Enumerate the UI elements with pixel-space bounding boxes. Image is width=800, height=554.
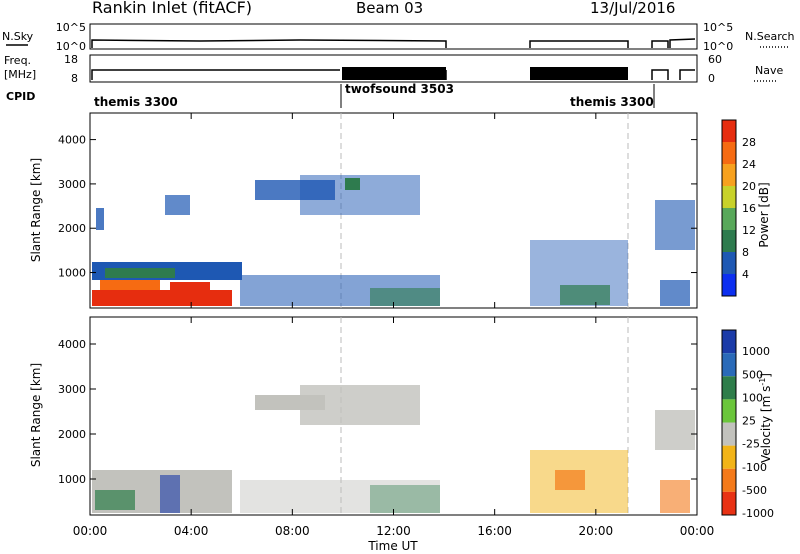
power-colorbar-label: Power [dB] xyxy=(757,182,771,247)
velocity-colorbar-swatch xyxy=(722,399,736,423)
velocity-colorbar-tick: 25 xyxy=(742,415,756,428)
power-colorbar-tick: 24 xyxy=(742,158,756,171)
velocity-colorbar-frame xyxy=(721,329,737,516)
velocity-colorbar-tick: 100 xyxy=(742,391,763,404)
velocity-ytick-label: 1000 xyxy=(58,473,86,486)
velocity-colorbar: 1000 500 100 25 -25 -100 -500 -1000 xyxy=(721,329,774,520)
x-tick-label: 04:00 xyxy=(174,524,209,538)
power-colorbar-swatch xyxy=(722,142,736,164)
freq-label-line1: Freq. xyxy=(4,54,31,67)
power-ytick-label: 2000 xyxy=(58,222,86,235)
power-colorbar-swatch xyxy=(722,120,736,142)
velocity-colorbar-swatch xyxy=(722,445,736,469)
power-colorbar-tick: 8 xyxy=(742,246,749,259)
x-axis-label: Time UT xyxy=(367,539,418,553)
velocity-colorbar-tick: -25 xyxy=(742,438,760,451)
power-colorbar-tick: 4 xyxy=(742,268,749,281)
velocity-colorbar-swatch xyxy=(722,353,736,377)
nsky-label: N.Sky xyxy=(2,30,34,43)
power-ytick-label: 1000 xyxy=(58,267,86,280)
velocity-colorbar-swatch xyxy=(722,376,736,400)
velocity-y-ticks: 1000 2000 3000 4000 xyxy=(58,338,697,486)
velocity-ytick-label: 3000 xyxy=(58,383,86,396)
power-y-ticks: 1000 2000 3000 4000 xyxy=(58,134,697,280)
power-colorbar-tick: 16 xyxy=(742,202,756,215)
velocity-ylabel: Slant Range [km] xyxy=(29,363,43,467)
power-colorbar-swatch xyxy=(722,252,736,274)
velocity-colorbar-label: Velocity [m s-1] xyxy=(758,373,773,463)
freq-dense-block-1 xyxy=(342,67,446,80)
cpid-label: CPID xyxy=(6,90,35,103)
power-colorbar-swatch xyxy=(722,274,736,296)
freq-frame xyxy=(89,54,698,83)
x-tick-label: 00:00 xyxy=(680,524,715,538)
freq-panel: Freq. [MHz] 18 8 60 0 Nave xyxy=(4,53,783,85)
power-ytick-label: 4000 xyxy=(58,134,86,147)
power-ytick-label: 3000 xyxy=(58,178,86,191)
cpid-bar: CPID themis 3300 twofsound 3503 themis 3… xyxy=(6,82,655,109)
power-colorbar-swatch xyxy=(722,186,736,208)
cpid-segment-3: themis 3300 xyxy=(570,95,654,109)
velocity-colorbar-label-end: ] xyxy=(759,373,773,378)
nsky-tick-top: 10^5 xyxy=(56,21,86,34)
cpid-segment-2: twofsound 3503 xyxy=(345,82,454,96)
power-colorbar-swatch xyxy=(722,164,736,186)
power-panel: Slant Range [km] 1000 2000 3000 4000 4 8 12 16… xyxy=(29,112,771,309)
nsky-frame xyxy=(89,23,698,50)
freq-tick-bottom: 8 xyxy=(71,72,78,85)
station-title: Rankin Inlet (fitACF) xyxy=(92,0,252,17)
power-colorbar-tick: 12 xyxy=(742,224,756,237)
velocity-colorbar-label-sup: -1 xyxy=(758,378,767,386)
nsearch-tick-bottom: 10^0 xyxy=(703,40,733,53)
nsearch-tick-top: 10^5 xyxy=(703,21,733,34)
velocity-colorbar-swatch xyxy=(722,330,736,354)
beam-label: Beam 03 xyxy=(356,0,423,17)
date-label: 13/Jul/2016 xyxy=(590,0,675,17)
velocity-ytick-label: 2000 xyxy=(58,428,86,441)
velocity-colorbar-swatch xyxy=(722,422,736,446)
nave-tick-bottom: 0 xyxy=(708,72,715,85)
power-colorbar-tick: 20 xyxy=(742,180,756,193)
velocity-scatter-cells xyxy=(92,385,695,513)
velocity-colorbar-label-main: Velocity [m s xyxy=(759,386,773,463)
velocity-colorbar-tick: 500 xyxy=(742,368,763,381)
nave-tick-top: 60 xyxy=(708,53,722,66)
freq-tick-top: 18 xyxy=(64,53,78,66)
velocity-colorbar-tick: 1000 xyxy=(742,345,770,358)
cpid-segment-1: themis 3300 xyxy=(94,95,178,109)
freq-dense-block-2 xyxy=(530,67,628,80)
power-colorbar-frame xyxy=(721,119,737,297)
x-tick-label: 08:00 xyxy=(275,524,310,538)
power-colorbar: 4 8 12 16 20 24 28 xyxy=(721,119,756,297)
power-colorbar-swatch xyxy=(722,208,736,230)
velocity-colorbar-swatch xyxy=(722,468,736,492)
time-x-axis: 00:00 04:00 08:00 12:00 16:00 20:00 00:00 xyxy=(73,113,715,538)
x-tick-label: 20:00 xyxy=(579,524,614,538)
x-tick-label: 16:00 xyxy=(477,524,512,538)
nave-label: Nave xyxy=(755,64,783,77)
power-colorbar-tick: 28 xyxy=(742,136,756,149)
nsearch-label: N.Search xyxy=(745,30,795,43)
nsky-panel: N.Sky 10^5 10^0 10^5 10^0 N.Search xyxy=(2,21,795,53)
freq-label-line2: [MHz] xyxy=(4,68,36,81)
velocity-colorbar-tick: -1000 xyxy=(742,507,774,520)
power-ylabel: Slant Range [km] xyxy=(29,158,43,262)
velocity-colorbar-swatch xyxy=(722,491,736,515)
x-tick-label: 00:00 xyxy=(73,524,108,538)
power-scatter-cells xyxy=(92,175,695,306)
velocity-ytick-label: 4000 xyxy=(58,338,86,351)
nsky-tick-bottom: 10^0 xyxy=(56,40,86,53)
nsky-trace xyxy=(91,38,696,48)
velocity-colorbar-tick: -500 xyxy=(742,484,767,497)
x-tick-label: 12:00 xyxy=(376,524,411,538)
velocity-panel: Slant Range [km] 1000 2000 3000 4000 1000 50… xyxy=(29,316,774,520)
velocity-colorbar-tick: -100 xyxy=(742,461,767,474)
power-colorbar-swatch xyxy=(722,230,736,252)
